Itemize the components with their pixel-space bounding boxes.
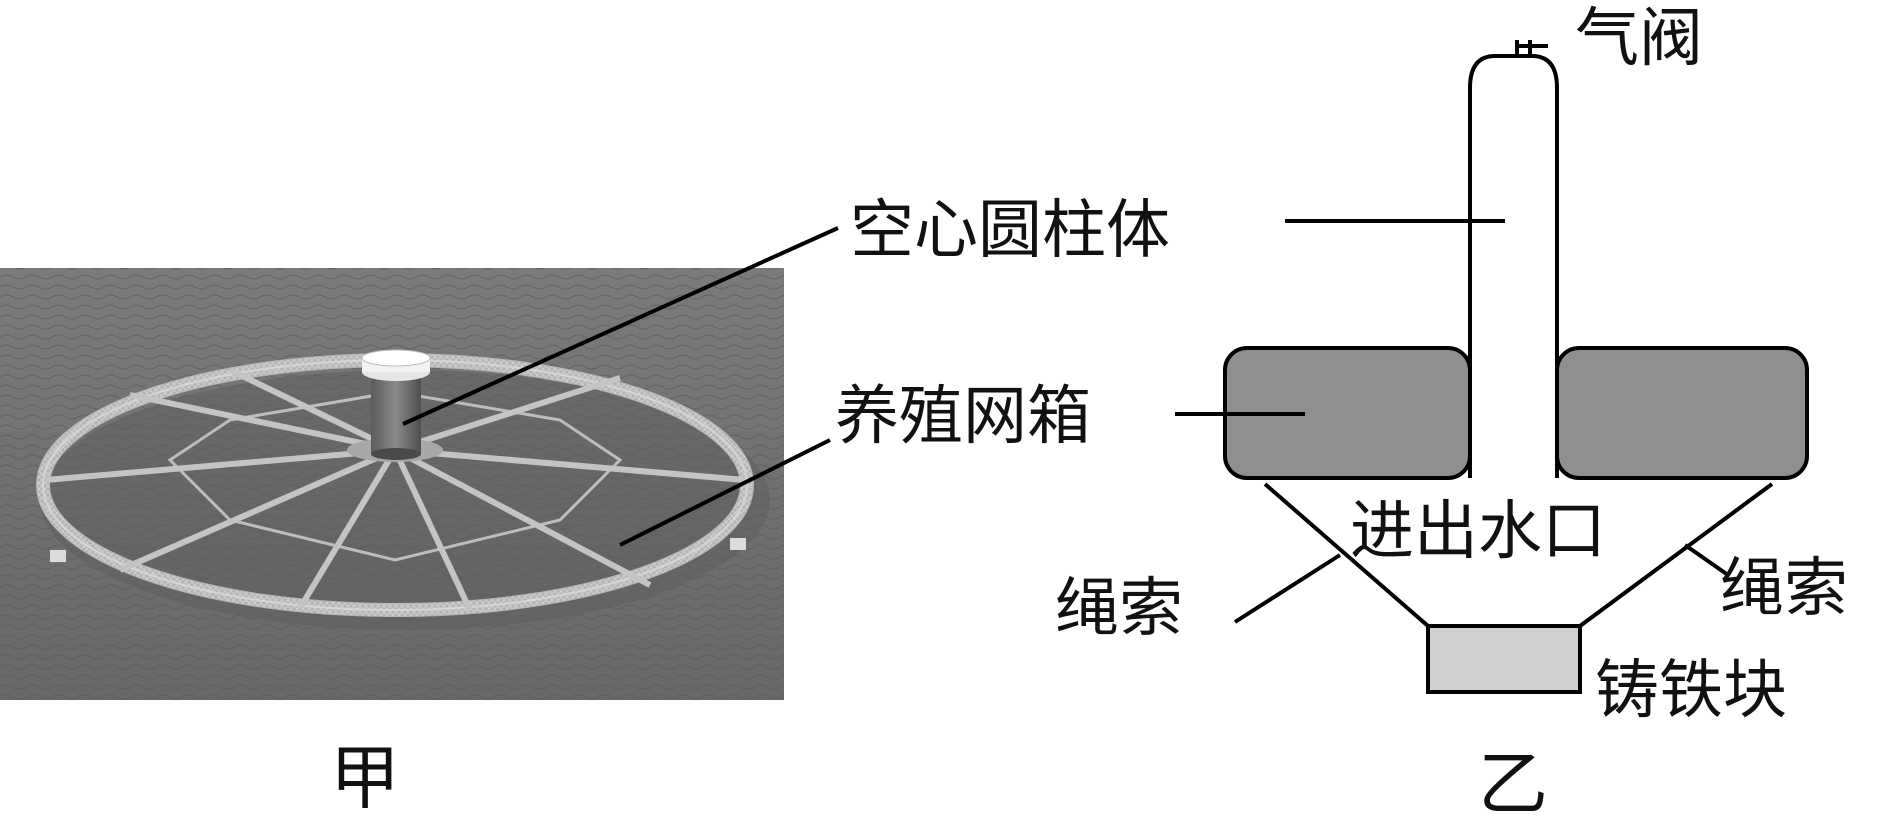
caption-a: 甲: [330, 737, 400, 817]
label-rope-left: 绳索: [1055, 572, 1183, 646]
label-iron-block: 铸铁块: [1595, 654, 1787, 728]
net-box-right: [1557, 348, 1807, 478]
air-valve: [1495, 40, 1548, 56]
label-cylinder: 空心圆柱体: [850, 194, 1170, 268]
hollow-cylinder: [1470, 56, 1557, 478]
caption-b: 乙: [1478, 743, 1548, 817]
figure-b: 气阀 进出水口 绳索 绳索 铸铁块 乙: [1055, 2, 1848, 817]
label-net-box: 养殖网箱: [835, 380, 1091, 454]
label-inlet: 进出水口: [1350, 495, 1606, 569]
cast-iron-block: [1428, 626, 1580, 692]
label-valve: 气阀: [1575, 2, 1703, 76]
label-rope-right: 绳索: [1720, 552, 1848, 626]
leader-rope-left: [1235, 555, 1340, 622]
figure-a: 空心圆柱体 养殖网箱 甲: [0, 194, 1170, 817]
photo-cylinder: [362, 350, 430, 460]
